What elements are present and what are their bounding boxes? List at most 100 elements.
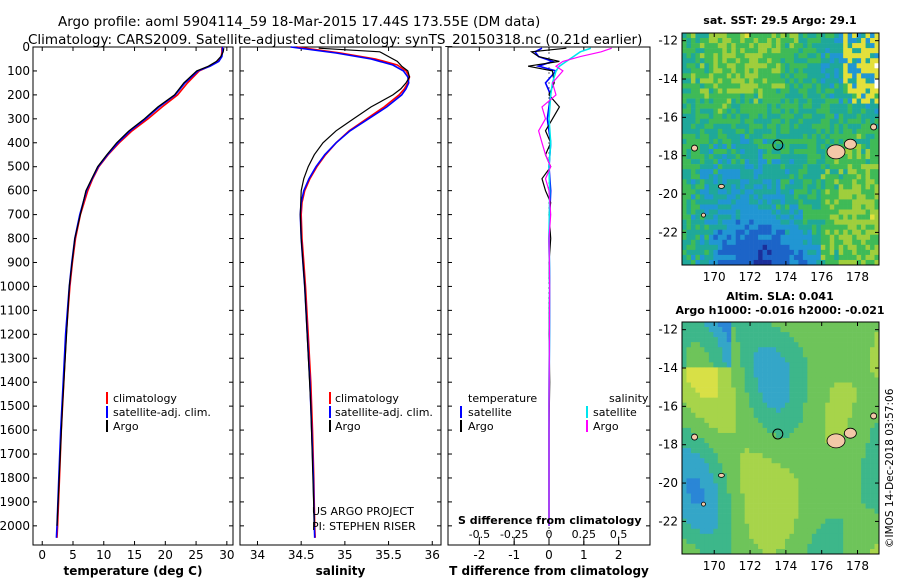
map-cell — [798, 164, 804, 170]
map-cell — [744, 402, 750, 409]
map-cell — [767, 518, 772, 525]
map-cell — [735, 214, 741, 220]
map-cell — [793, 113, 799, 120]
map-cell — [856, 194, 862, 200]
map-cell — [726, 83, 732, 89]
map-cell — [834, 244, 840, 251]
map-cell — [713, 48, 719, 54]
lat-tick-label: -22 — [658, 514, 678, 528]
map-cell — [811, 83, 817, 89]
map-cell — [856, 498, 862, 504]
map-cell — [749, 154, 754, 160]
map-cell — [789, 543, 795, 550]
map-cell — [682, 78, 687, 84]
map-cell — [726, 543, 732, 550]
map-cell — [843, 189, 848, 195]
map-cell — [731, 194, 737, 200]
map-cell — [767, 234, 772, 241]
map-cell — [682, 367, 687, 373]
map-cell — [811, 219, 817, 225]
map-cell — [771, 204, 777, 210]
map-cell — [847, 438, 853, 444]
map-cell — [861, 493, 866, 499]
lat-tick-label: -16 — [658, 110, 678, 124]
map-cell — [695, 332, 701, 338]
map-cell — [784, 402, 790, 409]
map-cell — [744, 38, 750, 44]
map-cell — [793, 538, 799, 545]
map-cell — [780, 357, 786, 363]
map-cell — [829, 128, 835, 135]
map-cell — [820, 327, 826, 333]
map-cell — [776, 417, 781, 424]
map-cell — [699, 189, 705, 195]
map-cell — [762, 169, 768, 175]
map-cell — [870, 68, 875, 74]
map-cell — [708, 337, 714, 343]
map-cell — [852, 422, 857, 429]
map-cell — [762, 367, 768, 373]
map-cell — [776, 523, 781, 530]
map-cell — [713, 249, 719, 256]
map-cell — [695, 209, 701, 215]
map-cell — [686, 149, 692, 155]
map-cell — [865, 204, 871, 210]
map-cell — [798, 239, 804, 246]
map-cell — [758, 244, 763, 251]
map-cell — [834, 387, 840, 393]
map-cell — [816, 523, 822, 530]
map-cell — [825, 342, 831, 348]
map-cell — [771, 98, 777, 104]
map-cell — [762, 377, 768, 383]
map-cell — [780, 387, 786, 393]
map-cell — [870, 219, 875, 225]
map-cell — [811, 204, 817, 210]
map-cell — [834, 38, 840, 44]
map-cell — [838, 427, 844, 434]
map-cell — [749, 164, 754, 170]
map-cell — [686, 387, 692, 393]
map-cell — [798, 174, 804, 180]
map-cell — [771, 337, 777, 343]
map-cell — [825, 184, 831, 190]
map-cell — [740, 174, 745, 180]
map-cell — [749, 468, 754, 474]
map-cell — [762, 159, 768, 165]
map-cell — [682, 103, 687, 109]
map-cell — [762, 53, 768, 59]
map-cell — [740, 53, 745, 59]
lon-tick-label: 178 — [846, 559, 869, 573]
map-cell — [735, 427, 741, 434]
map-cell — [780, 154, 786, 160]
map-cell — [753, 48, 759, 54]
map-cell — [740, 412, 745, 419]
map-cell — [690, 458, 696, 464]
map-cell — [722, 234, 728, 241]
map-cell — [682, 362, 687, 368]
map-cell — [753, 342, 759, 348]
map-cell — [767, 448, 772, 454]
x-tick-label: 30 — [219, 548, 234, 562]
map-cell — [780, 443, 786, 449]
map-cell — [816, 219, 822, 225]
map-cell — [686, 123, 692, 130]
map-cell — [776, 352, 781, 358]
map-cell — [744, 254, 750, 261]
map-cell — [798, 234, 804, 241]
map-cell — [740, 448, 745, 454]
map-cell — [870, 194, 875, 200]
map-cell — [767, 412, 772, 419]
map-cell — [789, 33, 795, 39]
title-line-1: Argo profile: aoml 5904114_59 18-Mar-201… — [58, 14, 540, 30]
map-cell — [874, 164, 880, 170]
map-cell — [776, 518, 781, 525]
map-cell — [686, 543, 692, 550]
map-cell — [847, 392, 853, 398]
map-cell — [861, 392, 866, 398]
map-cell — [870, 508, 875, 514]
map-cell — [834, 518, 840, 525]
map-cell — [690, 73, 696, 79]
map-cell — [798, 78, 804, 84]
map-cell — [686, 229, 692, 236]
map-cell — [767, 417, 772, 424]
